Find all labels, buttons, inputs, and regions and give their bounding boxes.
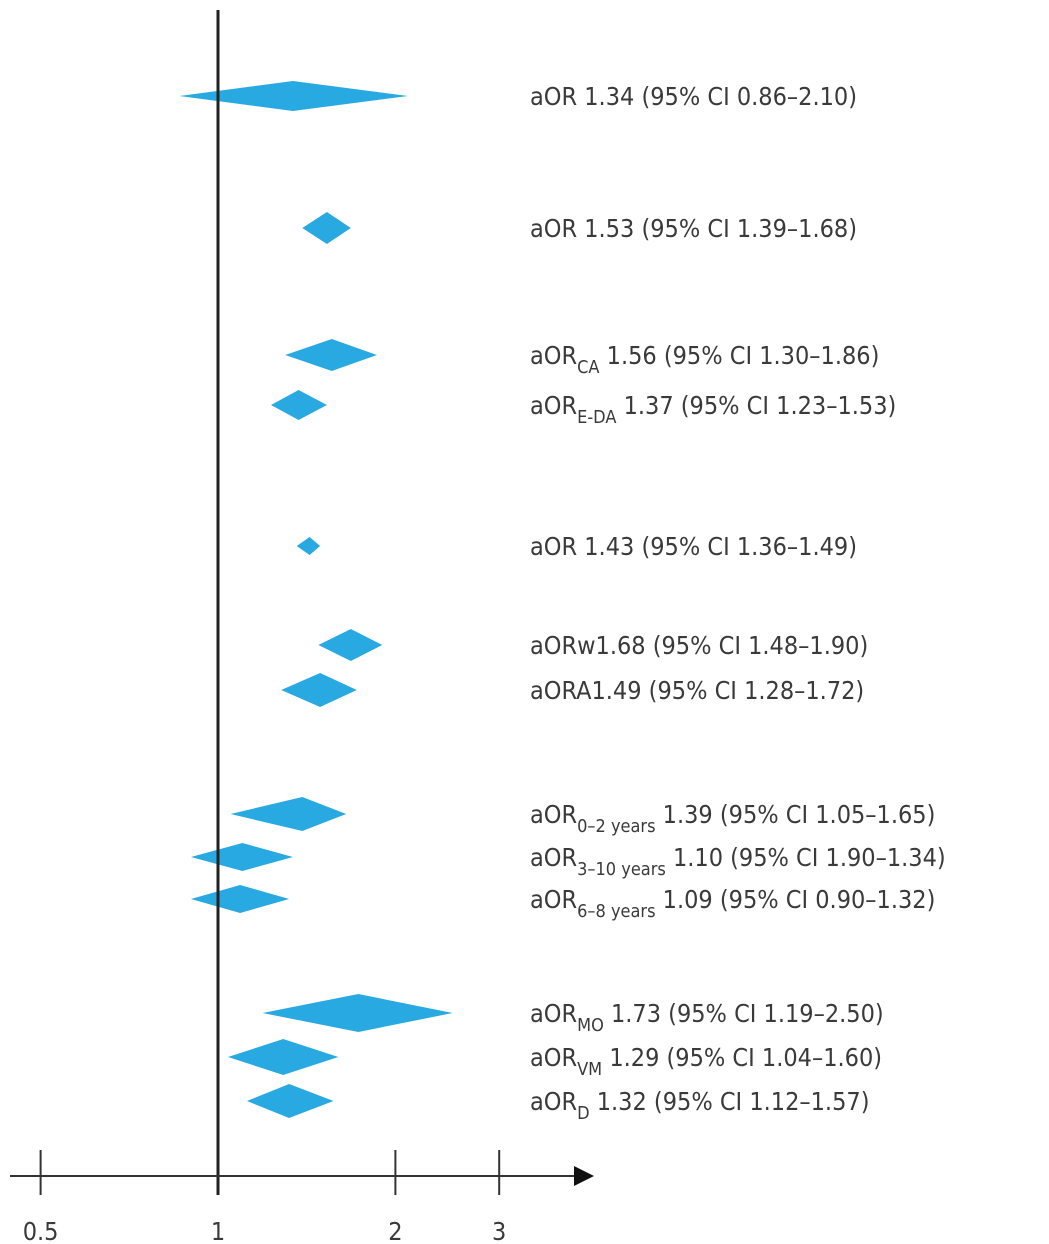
estimate-label: aORMO 1.73 (95% CI 1.19–2.50) xyxy=(530,999,884,1036)
estimate-diamond xyxy=(191,885,290,913)
estimate-label: aORE-DA 1.37 (95% CI 1.23–1.53) xyxy=(530,391,896,428)
estimate-label: aOR6–8 years 1.09 (95% CI 0.90–1.32) xyxy=(530,885,935,922)
estimate-diamond xyxy=(262,994,453,1032)
estimate-markers xyxy=(179,81,453,1118)
estimate-diamond xyxy=(247,1084,334,1118)
estimate-label: aORVM 1.29 (95% CI 1.04–1.60) xyxy=(530,1043,882,1080)
estimate-label: aORA1.49 (95% CI 1.28–1.72) xyxy=(530,676,864,705)
estimate-diamond xyxy=(318,629,383,661)
estimate-label: aORCA 1.56 (95% CI 1.30–1.86) xyxy=(530,341,879,378)
estimate-diamond xyxy=(281,673,357,707)
estimate-diamond xyxy=(302,212,351,244)
x-tick-label: 1 xyxy=(211,1217,225,1244)
estimate-label: aOR 1.34 (95% CI 0.86–2.10) xyxy=(530,82,857,111)
estimate-label: aOR0–2 years 1.39 (95% CI 1.05–1.65) xyxy=(530,800,935,837)
estimate-diamond xyxy=(285,339,377,371)
estimate-label: aOR3–10 years 1.10 (95% CI 1.90–1.34) xyxy=(530,843,946,880)
estimate-diamond xyxy=(179,81,408,111)
estimate-label: aORw1.68 (95% CI 1.48–1.90) xyxy=(530,631,868,660)
x-tick-label: 3 xyxy=(492,1217,506,1244)
x-tick-label: 0.5 xyxy=(23,1217,59,1244)
estimate-label: aORD 1.32 (95% CI 1.12–1.57) xyxy=(530,1087,869,1124)
x-axis-ticks: 0.5 1 2 3 xyxy=(23,1150,506,1244)
x-tick-label: 2 xyxy=(388,1217,402,1244)
estimate-label: aOR 1.43 (95% CI 1.36–1.49) xyxy=(530,532,857,561)
estimate-diamond xyxy=(228,1039,339,1075)
estimate-diamond xyxy=(271,390,327,420)
estimate-diamond xyxy=(296,537,321,555)
estimate-label: aOR 1.53 (95% CI 1.39–1.68) xyxy=(530,214,857,243)
estimate-diamond xyxy=(191,843,293,871)
x-axis-arrow xyxy=(574,1166,594,1186)
estimate-diamond xyxy=(230,797,347,831)
estimate-labels: aOR 1.34 (95% CI 0.86–2.10) aOR 1.53 (95%… xyxy=(530,82,946,1124)
